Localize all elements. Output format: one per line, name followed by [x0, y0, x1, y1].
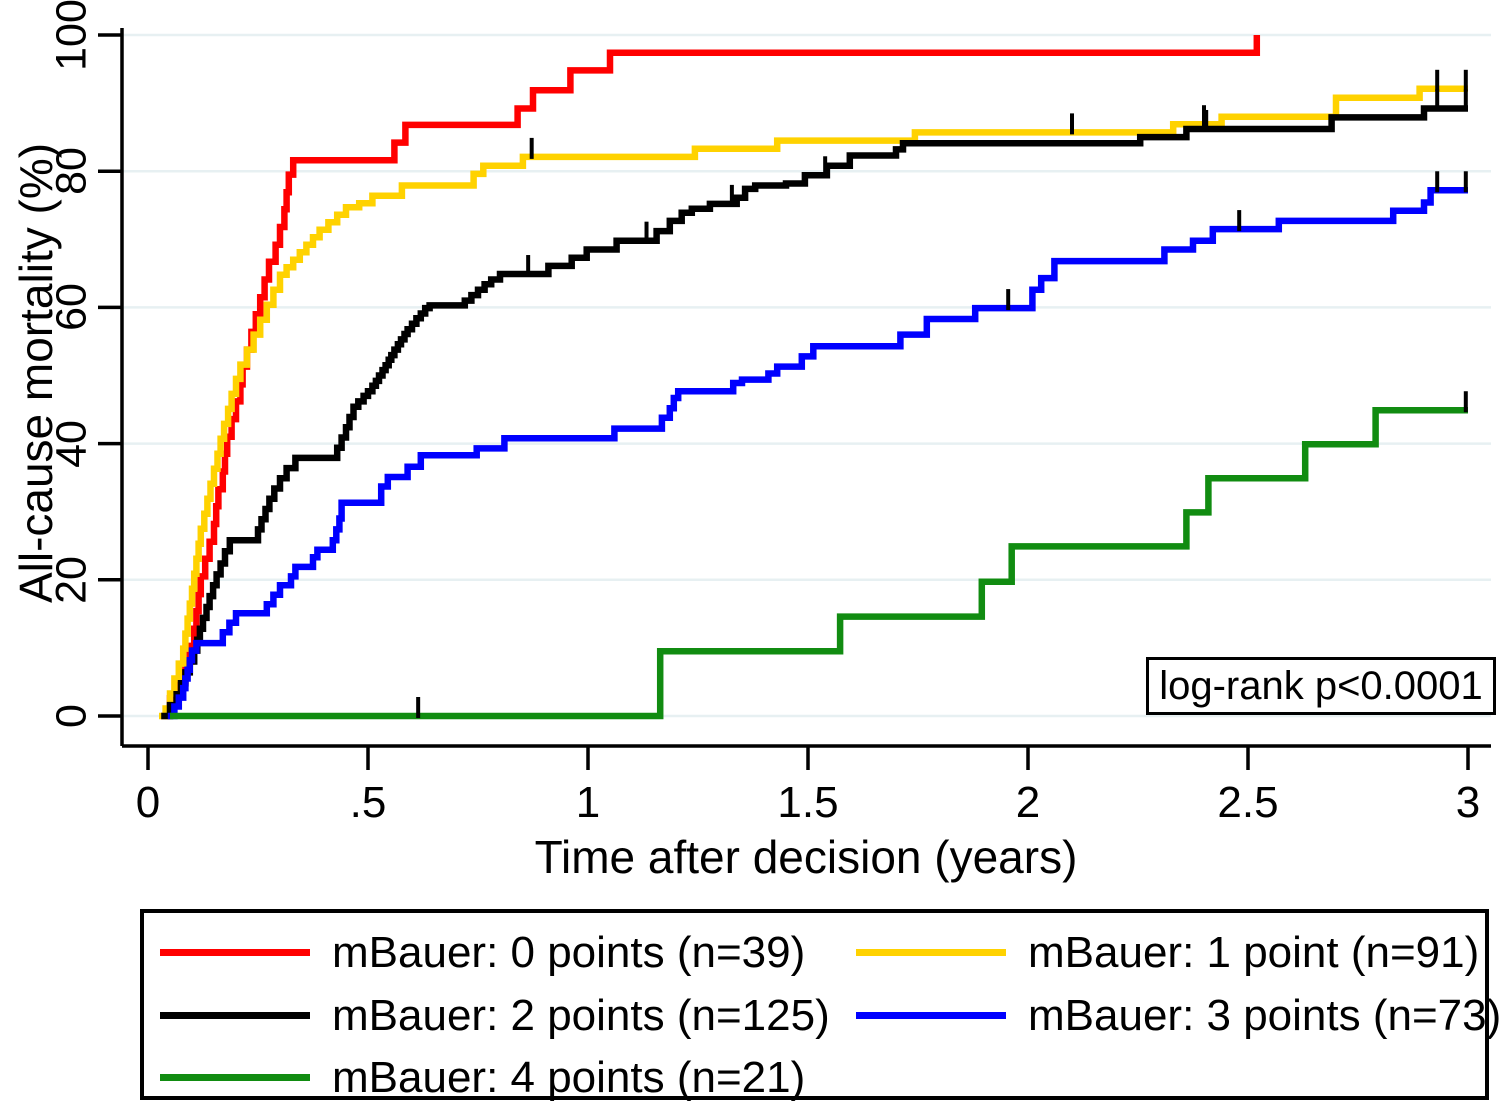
y-tick-label: 20	[47, 555, 96, 604]
legend-line-red	[160, 949, 310, 956]
x-tick-label: 3	[1455, 778, 1481, 827]
km-curve-mbauer-0	[161, 35, 1261, 720]
legend-box: mBauer: 0 points (n=39) mBauer: 1 point …	[140, 909, 1499, 1102]
legend-label-3-points: mBauer: 3 points (n=73)	[1028, 991, 1499, 1040]
x-tick-label: 2.5	[1217, 778, 1279, 827]
x-tick-label: 0	[135, 778, 161, 827]
km-curve-mbauer-1	[159, 85, 1468, 720]
km-curve-mbauer-2	[161, 105, 1468, 720]
km-curve-mbauer-3	[167, 187, 1468, 720]
legend-label-1-point: mBauer: 1 point (n=91)	[1028, 928, 1480, 977]
legend-label-2-points: mBauer: 2 points (n=125)	[332, 991, 830, 1040]
x-tick-label: 1.5	[777, 778, 839, 827]
y-tick-label: 60	[47, 283, 96, 332]
x-axis-title: Time after decision (years)	[534, 831, 1078, 883]
y-tick-label: 80	[47, 147, 96, 196]
legend-line-gold	[856, 949, 1006, 956]
legend-label-0-points: mBauer: 0 points (n=39)	[332, 928, 806, 977]
y-axis-title: All-cause mortality (%)	[10, 142, 62, 604]
x-tick-label: 1	[575, 778, 601, 827]
legend-line-black	[160, 1012, 310, 1019]
x-tick-label: 2	[1015, 778, 1041, 827]
y-tick-label: 100	[47, 0, 96, 71]
y-tick-label: 0	[47, 704, 96, 728]
km-curve-mbauer-4	[170, 406, 1468, 720]
x-tick-label: .5	[349, 778, 387, 827]
legend-line-blue	[856, 1012, 1006, 1019]
legend-label-4-points: mBauer: 4 points (n=21)	[332, 1053, 806, 1102]
legend-line-green	[160, 1074, 310, 1081]
log-rank-annotation: log-rank p<0.0001	[1159, 663, 1483, 708]
y-tick-label: 40	[47, 419, 96, 468]
log-rank-annotation-box: log-rank p<0.0001	[1146, 657, 1496, 715]
